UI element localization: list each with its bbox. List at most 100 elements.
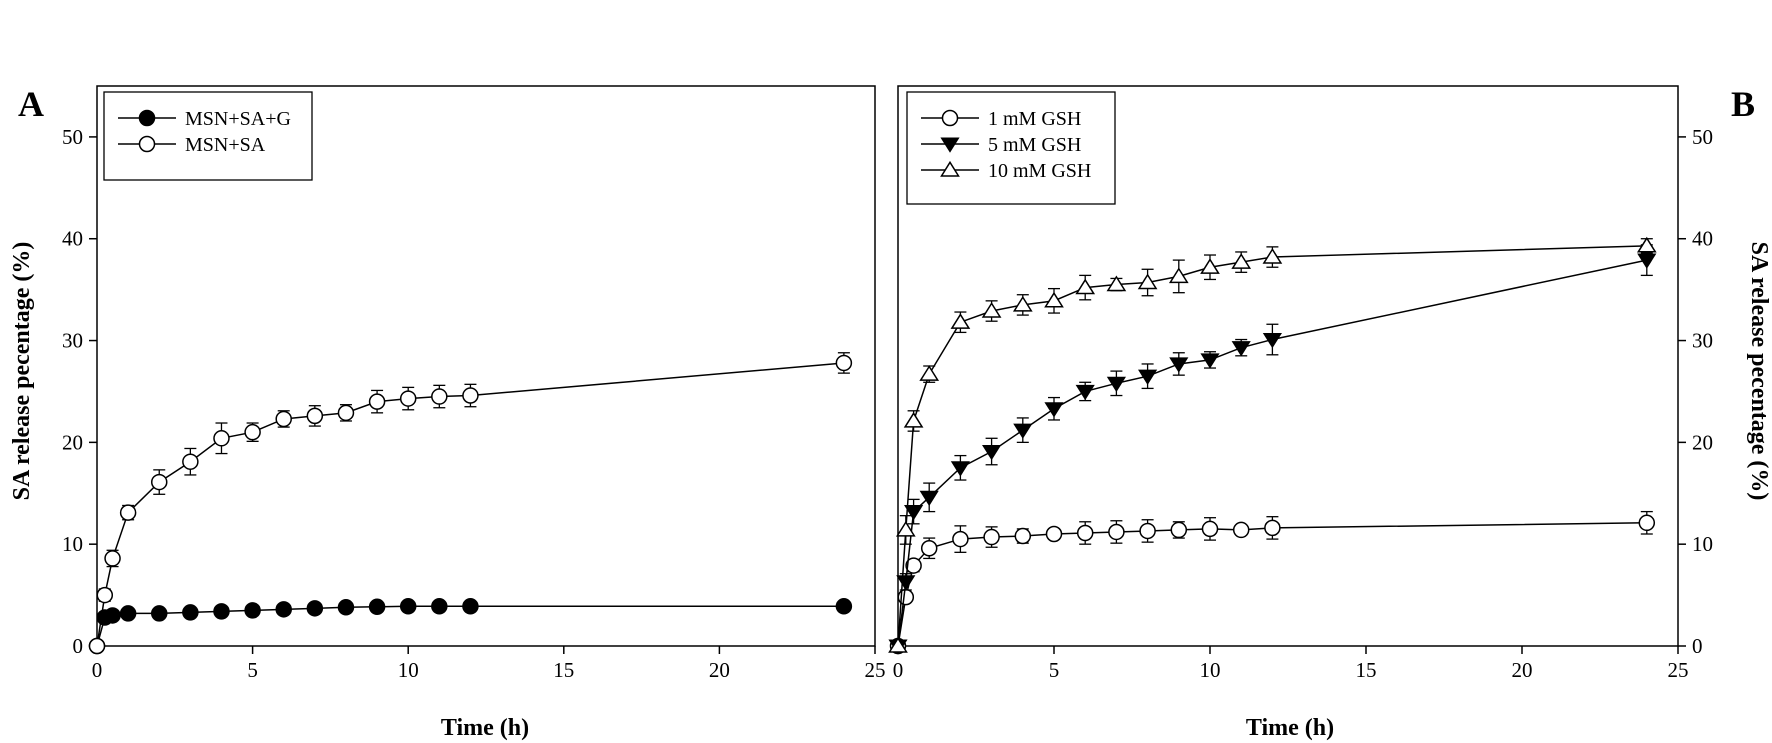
panel-b-x-tick-label: 25 xyxy=(1668,658,1689,682)
panel-a-y-tick-label: 10 xyxy=(62,532,83,556)
panel-a-series-msn-sa-g-point xyxy=(399,598,417,615)
panel-a-series-msn-sa-g-point xyxy=(213,603,230,620)
panel-b-series-1-mm-gsh-point xyxy=(983,528,1000,546)
panel-b-series-5-mm-gsh-point xyxy=(904,505,924,521)
panel-b-legend-entry-10-mm-gsh: 10 mM GSH xyxy=(921,160,1091,182)
panel-b-y-tick-label: 30 xyxy=(1692,329,1713,353)
panel-a-x-tick-label: 20 xyxy=(709,658,730,682)
panel-b-series-1-mm-gsh-point xyxy=(1014,527,1032,545)
panel-b-series-5-mm-gsh xyxy=(888,244,1657,655)
panel-b-series-10-mm-gsh-point xyxy=(1012,295,1033,312)
panel-a-series-msn-sa-g-point xyxy=(431,598,448,615)
panel-b-legend-entry-5-mm-gsh-marker xyxy=(940,137,960,153)
panel-b-series-10-mm-gsh-point xyxy=(1168,267,1189,284)
panel-b-series-1-mm-gsh-point xyxy=(905,557,922,574)
panel-a-legend-box xyxy=(103,91,313,181)
panel-b-x-tick-label: 10 xyxy=(1200,658,1221,682)
panel-b-legend-entry-1-mm-gsh-label: 1 mM GSH xyxy=(988,108,1081,130)
panel-b-series-5-mm-gsh-point xyxy=(950,461,970,477)
panel-a-legend: MSN+SA+G MSN+SA xyxy=(103,91,313,181)
panel-b-series-10-mm-gsh-point xyxy=(1200,258,1220,274)
panel-a-letter: A xyxy=(18,84,44,124)
panel-a-series-msn-sa-g-point xyxy=(275,601,292,618)
panel-b-series-1-mm-gsh-point xyxy=(1638,514,1656,532)
panel-b-series-5-mm-gsh-point xyxy=(1637,253,1657,269)
panel-b-series-10-mm-gsh-point xyxy=(919,365,940,381)
panel-a-series-msn-sa xyxy=(88,352,853,655)
panel-b-series-5-mm-gsh-point xyxy=(1200,353,1220,369)
panel-a-series-msn-sa-point xyxy=(431,388,448,405)
panel-a-legend-entry-msn-sa-g-marker xyxy=(138,109,156,127)
panel-b-series-1-mm-gsh-point xyxy=(1170,521,1188,539)
panel-a-series-msn-sa-point xyxy=(835,354,853,372)
panel-b-series-1-mm-gsh-point xyxy=(952,530,969,548)
panel-b-legend-entry-5-mm-gsh-label: 5 mM GSH xyxy=(988,134,1081,156)
panel-b-series-10-mm-gsh-point xyxy=(1137,273,1158,290)
panel-b-series-10-mm-gsh-line xyxy=(897,245,1647,647)
panel-b-series-10-mm-gsh-point xyxy=(981,301,1002,318)
panel-a-series-msn-sa-point xyxy=(275,410,292,428)
panel-b-legend: 1 mM GSH 5 mM GSH 10 mM GSH xyxy=(906,91,1116,205)
panel-a-series-msn-sa-g-point xyxy=(244,602,261,619)
panel-b-y-tick-label: 0 xyxy=(1692,634,1703,658)
panel-a-x-tick-label: 0 xyxy=(92,658,103,682)
panel-b-x-axis-label: Time (h) xyxy=(1246,715,1334,741)
panel-a-series-msn-sa-g-point xyxy=(835,598,853,615)
panel-a: A 0 5 10 15 20 25 0 10 20 30 40 50 MSN+SA+G MSN+SA T… xyxy=(9,84,886,741)
panel-a-y-tick-label: 0 xyxy=(73,634,84,658)
panel-a-legend-entry-msn-sa-g-label: MSN+SA+G xyxy=(185,108,291,130)
panel-a-series-msn-sa-g xyxy=(88,598,853,655)
panel-a-x-tick-label: 10 xyxy=(398,658,419,682)
panel-b-legend-entry-1-mm-gsh: 1 mM GSH xyxy=(921,108,1081,130)
panel-a-legend-entry-msn-sa-g: MSN+SA+G xyxy=(118,108,291,130)
panel-a-y-tick-label: 40 xyxy=(62,227,83,251)
panel-a-series-msn-sa-g-point xyxy=(337,599,355,616)
panel-a-y-tick-label: 20 xyxy=(62,430,83,454)
panel-b-series-10-mm-gsh xyxy=(888,236,1657,653)
panel-b-series-10-mm-gsh-point xyxy=(903,411,924,428)
panel-b-series-5-mm-gsh-point xyxy=(896,575,916,591)
panel-a-y-axis-label: SA release pecentage (%) xyxy=(9,242,35,501)
panel-a-legend-entry-msn-sa: MSN+SA xyxy=(118,134,266,156)
panel-b-letter: B xyxy=(1731,84,1755,124)
panel-b-series-1-mm-gsh-point xyxy=(1264,519,1281,537)
panel-a-legend-entry-msn-sa-marker xyxy=(138,135,156,153)
panel-b-series-5-mm-gsh-point xyxy=(1262,332,1282,349)
panel-a-x-axis-label: Time (h) xyxy=(441,715,529,741)
panel-a-plot-frame xyxy=(96,85,876,647)
panel-a-series-msn-sa-point xyxy=(337,404,355,422)
panel-a-series-msn-sa-point xyxy=(150,473,168,491)
panel-a-series-msn-sa-point xyxy=(96,586,114,604)
panel-a-series-msn-sa-point xyxy=(368,393,386,410)
panel-b-series-10-mm-gsh-point xyxy=(1231,253,1252,269)
panel-b-series-10-mm-gsh-point xyxy=(950,313,971,329)
panel-a-series-msn-sa-point xyxy=(462,387,479,404)
panel-b-series-1-mm-gsh-point xyxy=(1076,524,1094,542)
panel-a-y-tick-label: 50 xyxy=(62,125,83,149)
panel-b-y-tick-label: 50 xyxy=(1692,125,1713,149)
panel-a-series-msn-sa-point xyxy=(88,637,106,655)
panel-a-series-msn-sa-point xyxy=(213,430,230,447)
panel-b-series-1-mm-gsh-point xyxy=(920,540,938,557)
panel-b-series-10-mm-gsh-point xyxy=(1106,275,1127,292)
panel-b-legend-entry-1-mm-gsh-marker xyxy=(941,109,959,127)
panel-b-series-1-mm-gsh xyxy=(889,510,1656,655)
panel-b-y-axis-label: SA release pecentage (%) xyxy=(1746,242,1772,501)
panel-a-series-msn-sa-g-point xyxy=(306,600,324,617)
panel-b-series-1-mm-gsh-point xyxy=(1108,523,1125,541)
panel-b-series-1-mm-gsh-point xyxy=(1201,520,1219,538)
panel-b-series-5-mm-gsh-point xyxy=(1231,341,1251,357)
panel-b-series-10-mm-gsh-point xyxy=(895,520,916,537)
panel-b-series-10-mm-gsh-point xyxy=(1044,291,1064,308)
panel-b-series-5-mm-gsh-point xyxy=(982,444,1002,461)
panel-a-legend-entry-msn-sa-label: MSN+SA xyxy=(185,134,266,156)
panel-b-series-5-mm-gsh-point xyxy=(1013,423,1033,439)
panel-a-series-msn-sa-g-point xyxy=(182,604,199,621)
panel-b-legend-box xyxy=(906,91,1116,205)
panel-b-plot-frame xyxy=(897,85,1679,647)
panel-b-series-5-mm-gsh-line xyxy=(897,259,1647,647)
panel-a-x-tick-label: 15 xyxy=(553,658,574,682)
panel-b-series-1-mm-gsh-line xyxy=(897,522,1647,647)
